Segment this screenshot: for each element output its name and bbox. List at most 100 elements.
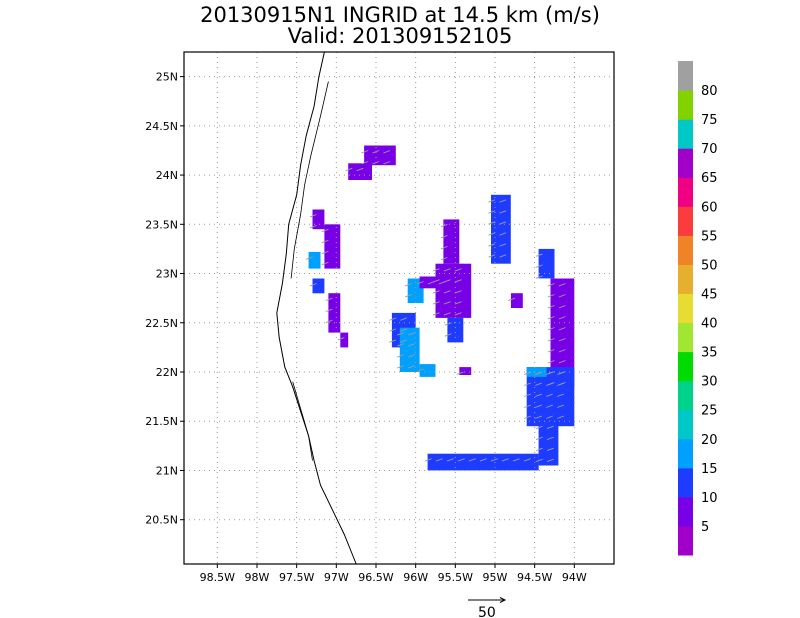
x-tick-label: 94.5W [517, 571, 552, 584]
colorbar-tick-label: 5 [701, 520, 709, 535]
wind-barb [547, 305, 555, 309]
lagoon-path [292, 381, 313, 461]
wind-barb [535, 253, 543, 257]
wind-barb [440, 245, 448, 250]
colorbar-swatch [678, 90, 693, 120]
wind-barb [524, 393, 531, 397]
wind-barb [432, 290, 440, 294]
colorbar-tick-label: 30 [701, 375, 718, 390]
wind-barb [309, 225, 317, 229]
wind-barb [424, 458, 432, 462]
wind-speed-cell [340, 332, 349, 348]
wind-barb [404, 294, 412, 298]
wind-barb [535, 382, 542, 386]
wind-barb [501, 458, 509, 462]
x-tick-label: 95.5W [438, 571, 473, 584]
colorbar-tick-label: 35 [701, 346, 718, 361]
wind-barb [558, 294, 566, 298]
wind-barb [557, 393, 564, 397]
wind-barb [400, 339, 408, 343]
wind-barb [535, 458, 543, 463]
x-tick-label: 97W [324, 571, 349, 584]
wind-speed-cells [308, 145, 575, 471]
wind-barb [440, 223, 448, 228]
colorbar-tick-label: 55 [701, 229, 718, 244]
wind-barb [408, 354, 415, 358]
wind-barb [546, 436, 554, 441]
wind-barb [546, 393, 553, 397]
wind-barb [432, 312, 440, 316]
x-tick-label: 96W [403, 571, 428, 584]
wind-barb [356, 167, 364, 172]
wind-barb [499, 221, 507, 225]
wind-barb [397, 332, 404, 336]
colorbar-swatch [678, 119, 693, 149]
wind-barb [435, 458, 443, 462]
colorbar-tick-label: 65 [701, 171, 718, 186]
wind-barb [321, 239, 329, 244]
wind-barb [440, 234, 448, 239]
wind-barb [397, 343, 404, 347]
wind-speed-cell [312, 209, 325, 230]
wind-speed-cell [510, 293, 523, 308]
wind-barb [325, 308, 333, 313]
wind-barb [523, 458, 531, 462]
wind-barb [499, 243, 507, 247]
wind-barb [546, 371, 553, 375]
wind-speed-cell [550, 278, 575, 387]
colorbar-tick-label: 25 [701, 404, 718, 419]
x-tick-label: 95W [483, 571, 508, 584]
colorbar: 5 10 15 20 25 30 35 40 45 50 55 60 65 70 75 80 [678, 61, 718, 556]
wind-barb [557, 404, 564, 408]
wind-barb [524, 415, 531, 419]
colorbar-swatch [678, 380, 693, 411]
wind-barb [558, 349, 566, 353]
wind-barb [309, 214, 317, 218]
wind-barb [305, 256, 313, 260]
wind-barb [404, 283, 412, 287]
wind-barb [397, 365, 404, 369]
y-tick-label: 24N [156, 169, 178, 182]
wind-barb [546, 382, 553, 386]
wind-speed-cell [419, 364, 436, 377]
colorbar-swatch [678, 438, 693, 469]
wind-barb [535, 393, 542, 397]
wind-barb [321, 261, 329, 266]
wind-barb [547, 338, 555, 342]
wind-barb [490, 458, 498, 462]
wind-barb [499, 210, 507, 214]
map-grid [184, 52, 614, 564]
coastline [276, 51, 357, 565]
colorbar-swatch [678, 61, 693, 91]
wind-barb [546, 458, 554, 463]
wind-barb [547, 327, 555, 331]
x-tick-label: 97.5W [279, 571, 314, 584]
wind-barb [443, 279, 451, 283]
wind-barb [499, 254, 507, 258]
wind-barb [432, 301, 440, 305]
wind-speed-cell [491, 194, 511, 264]
wind-barb [454, 268, 462, 272]
wind-barb [479, 458, 487, 462]
wind-barb [535, 264, 543, 268]
wind-barb [508, 297, 516, 302]
wind-barb [535, 404, 542, 408]
colorbar-swatch [678, 467, 693, 498]
colorbar-swatch [678, 322, 693, 353]
y-tick-label: 22N [156, 366, 178, 379]
wind-barb [446, 458, 454, 462]
wind-barb [535, 415, 542, 419]
colorbar-swatch [678, 177, 693, 207]
wind-barb [408, 343, 415, 347]
wind-barb [361, 150, 369, 154]
wind-barb [397, 354, 404, 358]
colorbar-swatch [678, 525, 693, 556]
wind-barb [558, 360, 566, 364]
y-axis-ticks: 20.5N 21N 21.5N 22N 22.5N 23N 23.5N 24N 24.5N 25N [145, 71, 184, 527]
wind-barb [488, 254, 496, 258]
wind-barb [321, 228, 329, 233]
wind-speed-cell [324, 224, 341, 269]
wind-barb [309, 283, 317, 287]
wind-speed-cell [427, 453, 539, 471]
